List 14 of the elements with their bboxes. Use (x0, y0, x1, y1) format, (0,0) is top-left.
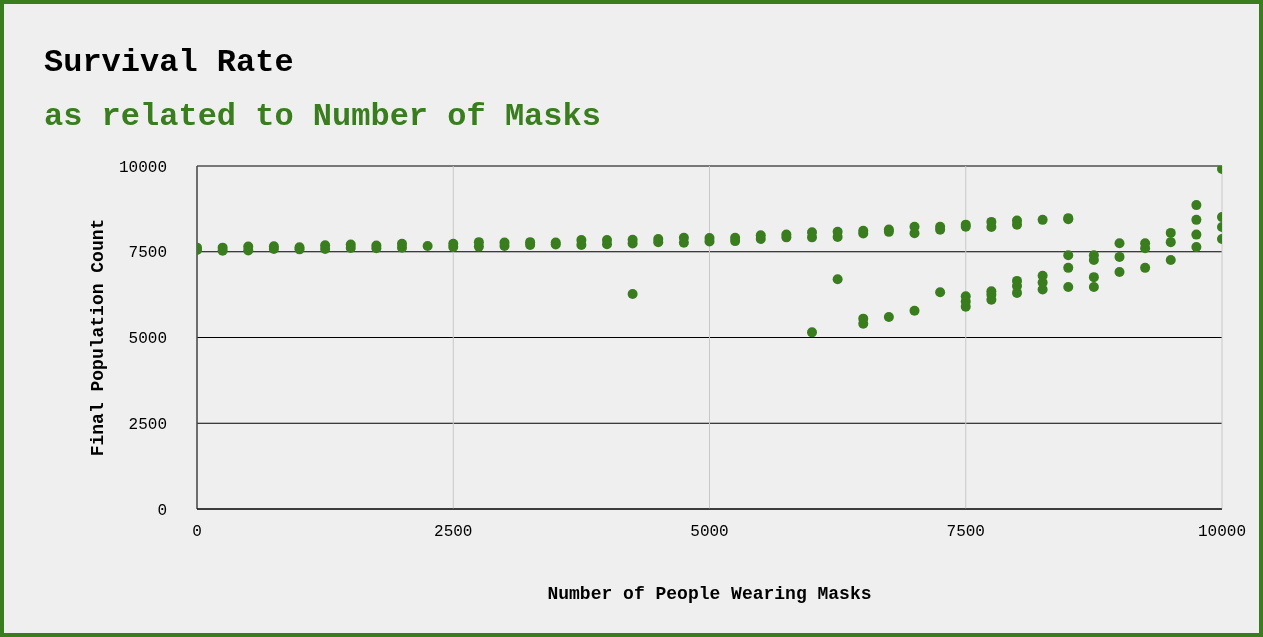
y-axis-title: Final Population Count (88, 218, 109, 457)
y-tick-label: 5000 (128, 330, 167, 349)
x-axis-title: Number of People Wearing Masks (547, 584, 872, 604)
y-tick-label: 10000 (118, 158, 167, 177)
x-tick-label: 2500 (434, 523, 473, 542)
x-tick-label: 10000 (1197, 523, 1247, 542)
y-tick-label: 7500 (128, 244, 167, 263)
x-tick-label: 5000 (690, 523, 729, 542)
y-tick-label: 0 (157, 501, 167, 520)
x-tick-label: 7500 (946, 523, 985, 542)
chart-subtitle: as related to Number of Masks (44, 98, 601, 135)
chart-title: Survival Rate (44, 44, 294, 81)
x-tick-label: 0 (192, 523, 202, 542)
y-tick-label: 2500 (128, 415, 167, 434)
